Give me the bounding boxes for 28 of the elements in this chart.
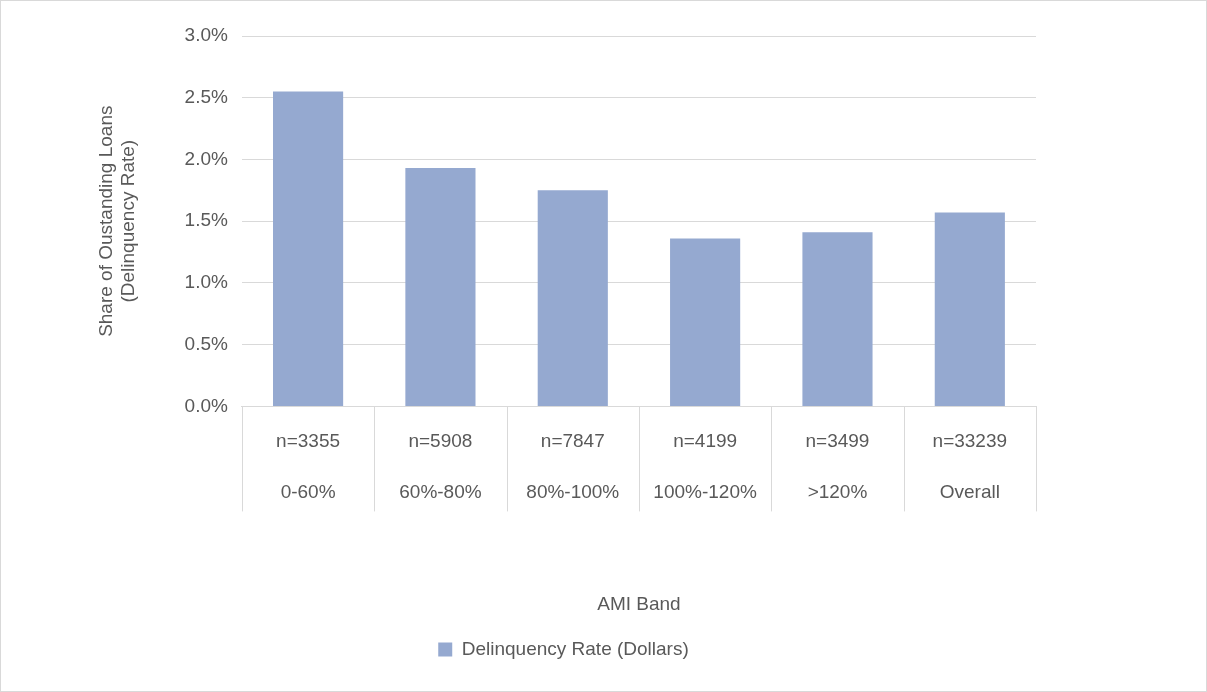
text: n=7847: [540, 429, 605, 451]
bar: [934, 212, 1005, 406]
text: n=5908: [408, 429, 473, 451]
x-tick-label: 80%-100%: [526, 481, 620, 503]
x-tick-label: 0-60%: [280, 481, 336, 503]
y-tick-label: 1.5%: [184, 209, 229, 231]
y-tick-label: 0.0%: [184, 394, 229, 416]
bar: [670, 238, 741, 406]
y-tick-label: 2.0%: [184, 147, 229, 169]
text: n=3355: [276, 429, 341, 451]
bar: [802, 232, 873, 406]
x-tick-label: Overall: [939, 481, 1000, 503]
bar: [273, 91, 344, 406]
bar: [405, 168, 476, 406]
y-tick-label: 2.5%: [184, 85, 229, 107]
bar: [537, 190, 608, 406]
y-tick-label: 0.5%: [184, 332, 229, 354]
text: n=4199: [673, 429, 738, 451]
legend-label: Delinquency Rate (Dollars): [461, 637, 689, 659]
x-tick-label: 60%-80%: [399, 481, 482, 503]
text: n=3499: [805, 429, 870, 451]
x-tick-label: 100%-120%: [653, 481, 757, 503]
x-axis-title: AMI Band: [597, 592, 681, 614]
y-tick-label: 3.0%: [184, 24, 229, 46]
text: n=33239: [932, 429, 1008, 451]
y-tick-label: 1.0%: [184, 271, 229, 293]
x-tick-label: >120%: [807, 481, 868, 503]
y-axis-title: Share of Oustanding Loans (Delinquency Rate): [94, 105, 139, 337]
